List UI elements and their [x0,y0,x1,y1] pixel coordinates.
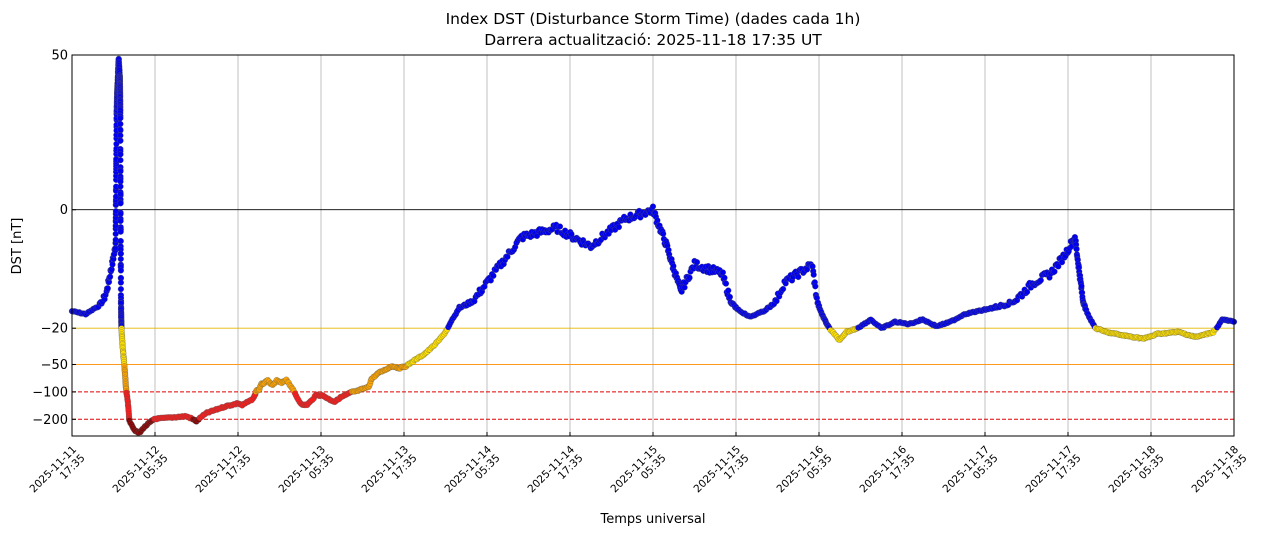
data-point [117,228,124,235]
data-point [1073,246,1080,253]
data-point [660,230,667,237]
data-point [117,115,124,122]
data-point [780,285,787,293]
data-point [556,223,564,230]
data-point [1055,263,1062,270]
data-point [726,293,733,300]
data-point [681,284,688,291]
data-point [810,271,817,278]
data-point [117,267,124,274]
data-point [117,190,124,198]
data-point [117,126,124,133]
data-point [693,259,701,266]
x-tick-label: 2025-11-1217:35 [193,444,253,504]
data-point [117,151,124,158]
x-tick-label: 2025-11-1405:35 [442,443,502,503]
data-point [104,285,111,292]
data-point [117,250,124,257]
y-axis: 50 0 −20 −50 −100 −200 [32,49,76,428]
dst-series [68,55,1238,436]
x-tick-label: 2025-11-1705:35 [940,444,1000,504]
x-axis-label: Temps universal [599,512,705,527]
data-point [1078,283,1085,290]
data-point [615,224,622,231]
x-tick-label: 2025-11-1117:35 [27,444,87,504]
data-point [117,137,124,144]
x-tick-label: 2025-11-1417:35 [525,443,585,503]
y-tick-label: 0 [60,203,68,218]
x-tick-label: 2025-11-1617:35 [857,443,917,503]
data-point [795,273,802,281]
y-tick-label: 50 [51,49,68,64]
data-point [1024,288,1031,296]
y-tick-label: −50 [41,358,68,373]
y-tick-label: −100 [32,385,68,400]
chart-title-line1: Index DST (Disturbance Storm Time) (dade… [446,10,861,28]
data-point [686,274,693,281]
x-tick-label: 2025-11-1305:35 [276,444,336,504]
vertical-grid [154,55,1152,436]
data-point [649,203,657,210]
x-tick-label: 2025-11-1605:35 [774,443,834,503]
x-tick-label: 2025-11-1805:35 [1106,444,1166,504]
data-point [721,274,728,281]
data-point [490,272,497,279]
data-point [117,279,124,286]
data-point [719,269,726,276]
data-point [773,298,780,305]
data-point [109,261,116,268]
data-point [487,277,494,284]
data-point [117,237,124,245]
y-tick-label: −200 [32,413,68,428]
data-point [107,273,114,280]
data-point [117,255,124,263]
data-point [1037,277,1044,284]
data-point [725,287,732,294]
data-point [812,283,819,290]
y-axis-label: DST [nT] [10,218,25,275]
chart-title-line2: Darrera actualització: 2025-11-18 17:35 … [484,31,822,49]
x-tick-label: 2025-11-1205:35 [110,444,170,504]
data-point [117,200,124,207]
data-point [117,217,124,225]
data-point [117,168,124,175]
data-point [117,120,124,127]
data-point [117,286,124,293]
data-point [1051,268,1058,275]
x-tick-label: 2025-11-1517:35 [691,444,751,504]
x-tick-label: 2025-11-1817:35 [1189,444,1249,504]
y-tick-label: −20 [41,322,68,337]
data-point [654,217,661,224]
data-point [117,157,124,164]
x-tick-label: 2025-11-1317:35 [359,444,419,504]
x-tick-label: 2025-11-1717:35 [1023,444,1083,504]
data-point [722,280,730,287]
x-axis: 2025-11-1117:35 2025-11-1205:35 2025-11-12… [27,432,1250,504]
data-point [504,253,511,260]
data-point [117,183,124,190]
x-tick-label: 2025-11-1505:35 [608,444,668,504]
